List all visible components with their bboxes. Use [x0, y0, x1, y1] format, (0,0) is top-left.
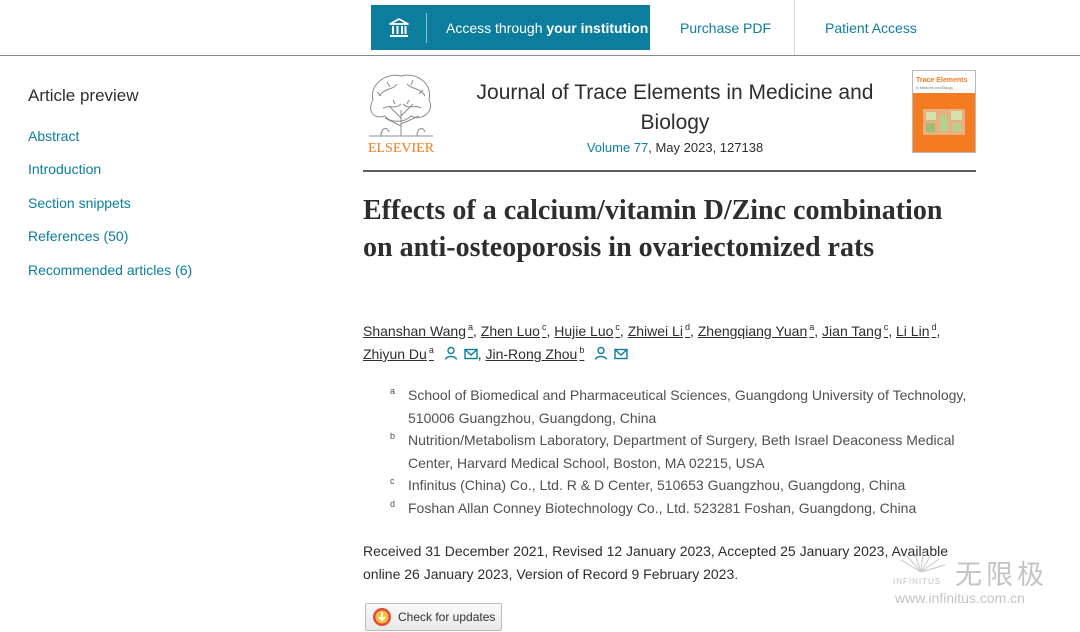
email-icon[interactable] — [464, 344, 478, 367]
purchase-pdf-link[interactable]: Purchase PDF — [680, 19, 772, 36]
author-link[interactable]: Jin-Rong Zhou b — [485, 345, 585, 362]
sidebar-item-introduction[interactable]: Introduction — [28, 161, 102, 177]
affiliation-key: a — [390, 386, 396, 396]
sidebar-item-section-snippets[interactable]: Section snippets — [28, 195, 131, 211]
affiliation-key: c — [390, 476, 395, 486]
affiliation-item: a School of Biomedical and Pharmaceutical… — [390, 384, 980, 429]
author-link[interactable]: Hujie Luo c — [554, 322, 620, 339]
sunburst-logo-icon — [900, 552, 946, 573]
sidebar-item-abstract[interactable]: Abstract — [28, 128, 80, 144]
issue-info: , May 2023, 127138 — [648, 140, 764, 155]
author-link[interactable]: Zhengqiang Yuan a — [697, 322, 815, 339]
person-icon[interactable] — [594, 344, 608, 367]
author-link[interactable]: Shanshan Wang a — [363, 322, 474, 339]
header-divider — [363, 170, 976, 172]
sidebar-title: Article preview — [28, 86, 139, 105]
affiliation-item: c Infinitus (China) Co., Ltd. R & D Cente… — [390, 474, 980, 497]
affiliation-text: Foshan Allan Conney Biotechnology Co., L… — [408, 499, 917, 516]
affiliation-text: Nutrition/Metabolism Laboratory, Departm… — [408, 432, 955, 471]
cover-title: Trace Elements — [916, 77, 967, 84]
access-through-institution-button[interactable]: Access through your institution — [371, 5, 650, 50]
check-for-updates-label: Check for updates — [398, 610, 496, 624]
author-link[interactable]: Zhiyun Du a — [363, 345, 434, 362]
institution-label: Access through your institution — [446, 19, 649, 36]
journal-title[interactable]: Journal of Trace Elements in Medicine an… — [476, 81, 874, 134]
elsevier-logo[interactable]: ELSEVIER — [363, 70, 439, 156]
affiliation-item: d Foshan Allan Conney Biotechnology Co., … — [390, 497, 980, 520]
crossmark-icon — [372, 607, 392, 627]
article-title: Effects of a calcium/vitamin D/Zinc comb… — [363, 195, 943, 263]
affiliation-text: Infinitus (China) Co., Ltd. R & D Center… — [408, 477, 906, 493]
journal-cover-image[interactable]: Trace Elements in Medicine and Biology — [912, 70, 976, 153]
author-link[interactable]: Zhiwei Li d — [627, 322, 690, 339]
watermark-chinese: 无限极 — [955, 560, 1048, 591]
sidebar-item-recommended-articles[interactable]: Recommended articles (6) — [28, 262, 193, 278]
author-link[interactable]: Zhen Luo c — [480, 322, 547, 339]
author-link[interactable]: Jian Tang c — [822, 322, 889, 339]
affiliation-key: d — [390, 498, 396, 509]
affiliation-item: b Nutrition/Metabolism Laboratory, Depart… — [390, 429, 980, 474]
sidebar-item-references[interactable]: References (50) — [28, 228, 129, 244]
cover-subtitle: in Medicine and Biology — [916, 86, 953, 90]
person-icon[interactable] — [444, 344, 458, 367]
affiliation-key: b — [390, 431, 396, 441]
journal-meta: Volume 77, May 2023, 127138 — [470, 140, 880, 155]
patient-access-link[interactable]: Patient Access — [825, 19, 917, 36]
watermark-brand: INFINITUS — [893, 577, 942, 586]
volume-link[interactable]: Volume 77 — [586, 140, 649, 155]
article-history-dates: Received 31 December 2021, Revised 12 Ja… — [363, 543, 949, 582]
email-icon[interactable] — [614, 344, 628, 367]
elsevier-wordmark: ELSEVIER — [368, 141, 435, 156]
divider — [794, 0, 795, 55]
watermark-url: www.infinitus.com.cn — [895, 590, 1025, 606]
author-link[interactable]: Li Lin d — [896, 322, 937, 339]
check-for-updates-button[interactable]: Check for updates — [365, 603, 502, 631]
watermark: 无限极 INFINITUS www.infinitus.com.cn — [893, 550, 1080, 610]
affiliation-list: a School of Biomedical and Pharmaceutical… — [390, 384, 980, 519]
institution-building-icon — [371, 12, 427, 43]
author-list: Shanshan Wang a, Zhen Luo c, Hujie Luo c, Z… — [363, 320, 978, 367]
top-access-bar: Access through your institution Purchase… — [0, 0, 1080, 56]
affiliation-text: School of Biomedical and Pharmaceutical … — [408, 387, 967, 426]
